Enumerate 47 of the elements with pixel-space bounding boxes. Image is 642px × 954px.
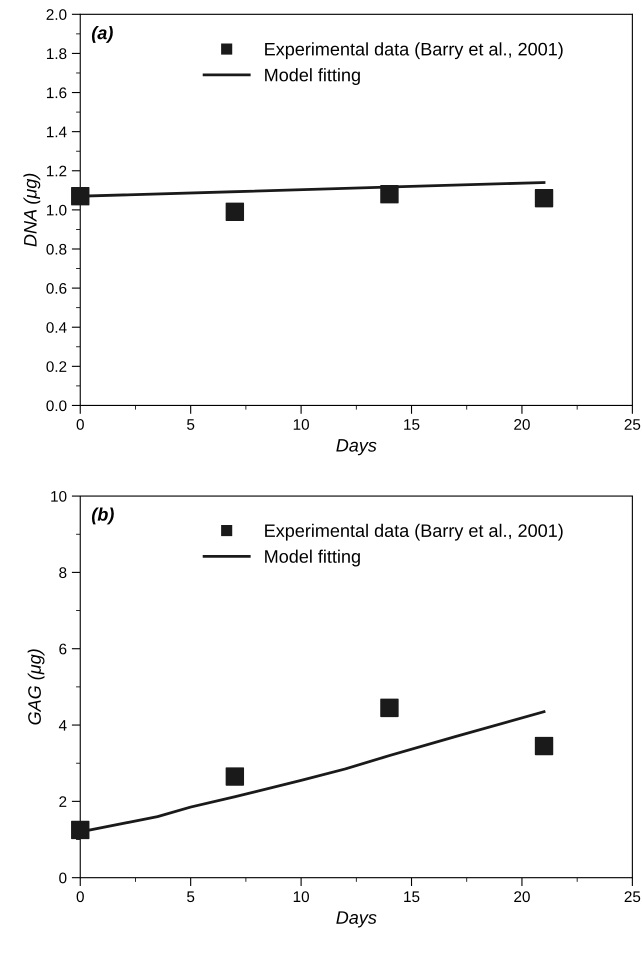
y-tick-label: 1.8	[46, 48, 66, 60]
point	[71, 186, 90, 206]
y-tick-label: 1.2	[46, 166, 66, 176]
legend-label: Model fitting	[265, 550, 360, 566]
x-axis-title: Days	[336, 911, 377, 928]
y-tick-label: 10	[51, 490, 66, 502]
y-tick-label: 0.0	[46, 400, 66, 412]
legend-label: Model fitting	[265, 68, 360, 85]
point	[226, 767, 244, 786]
y-tick-label: 1.6	[46, 87, 66, 98]
y-tick-label: 2.0	[46, 9, 66, 20]
x-tick-label: 5	[187, 419, 194, 430]
x-tick-label: 10	[294, 419, 309, 430]
y-tick-label: 1.4	[46, 126, 67, 138]
y-tick-label: 6	[59, 644, 66, 654]
x-tick-label: 25	[624, 419, 640, 430]
y-axis-title: GAG (μg)	[28, 649, 45, 725]
y-tick-label: 0.4	[46, 322, 67, 333]
y-tick-label: 1.0	[46, 204, 66, 216]
legend-label: Experimental data (Barry et al., 2001)	[265, 42, 563, 60]
y-tick-label: 0.8	[46, 244, 66, 255]
y-tick-label: 0.6	[46, 282, 66, 294]
x-tick-label: 25	[624, 891, 640, 902]
point	[226, 202, 244, 222]
point	[71, 820, 90, 840]
point	[534, 736, 554, 756]
y-tick-label: 0	[59, 872, 66, 884]
x-axis-title: Days	[336, 439, 377, 456]
y-tick-label: 8	[59, 567, 66, 578]
point	[534, 188, 554, 208]
x-tick-label: 0	[76, 891, 84, 902]
x-tick-label: 5	[187, 891, 194, 902]
point	[380, 698, 399, 718]
x-tick-label: 20	[514, 419, 530, 430]
point	[380, 185, 399, 204]
x-tick-label: 0	[76, 419, 84, 430]
x-tick-label: 10	[294, 891, 309, 902]
x-tick-label: 15	[404, 891, 420, 902]
y-tick-label: 4	[58, 720, 67, 731]
y-axis-title: DNA (μg)	[23, 174, 40, 247]
annotation: (a)	[92, 26, 113, 43]
x-tick-label: 20	[514, 891, 530, 902]
annotation: (b)	[92, 508, 114, 524]
y-tick-label: 0.2	[46, 361, 66, 372]
y-tick-label: 2	[59, 796, 66, 807]
x-tick-label: 15	[404, 419, 420, 430]
legend-label: Experimental data (Barry et al., 2001)	[265, 524, 563, 541]
